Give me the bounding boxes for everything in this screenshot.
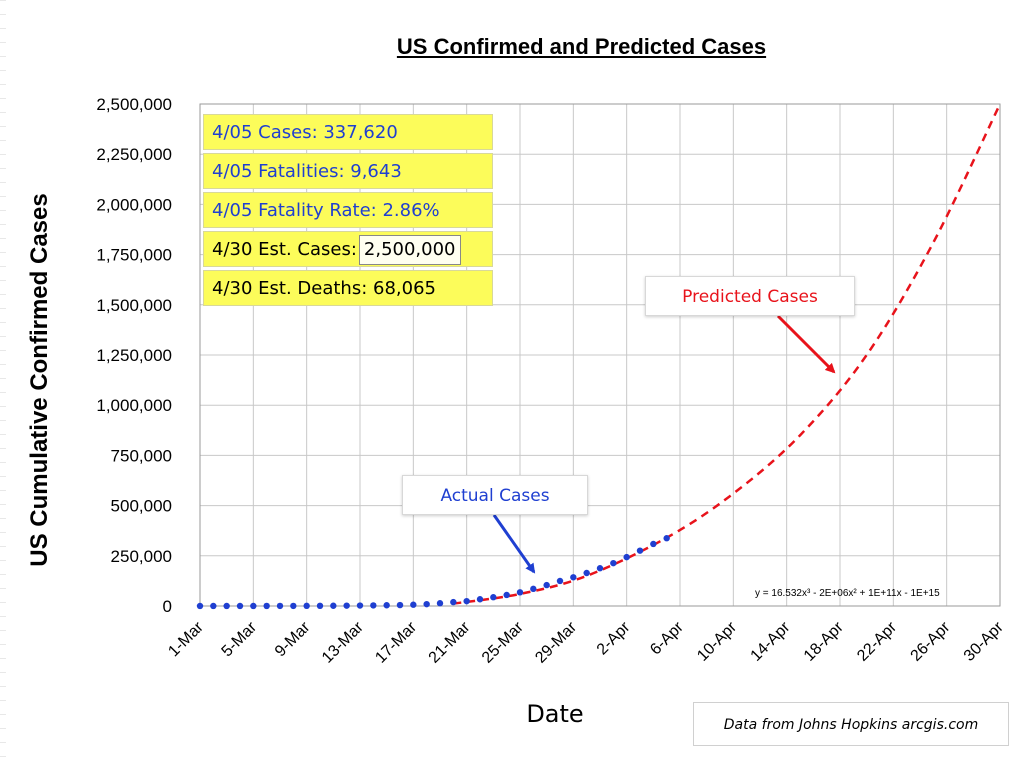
actual-case-point — [463, 597, 470, 605]
actual-case-point — [250, 602, 257, 610]
actual-case-point — [343, 602, 350, 609]
actual-case-point — [223, 602, 230, 610]
predicted-callout: Predicted Cases — [645, 276, 855, 316]
actual-case-point — [450, 598, 457, 606]
y-tick-label: 1,250,000 — [96, 346, 172, 365]
x-tick-label: 21-Mar — [426, 618, 474, 666]
actual-case-point — [370, 602, 377, 609]
predicted-cases-line — [453, 103, 1002, 605]
predicted-series-layer — [453, 103, 1002, 605]
actual-case-point — [303, 602, 310, 610]
left-edge-marks — [0, 0, 6, 758]
actual-case-point — [490, 594, 497, 601]
actual-case-point — [210, 602, 217, 610]
stat-fatalities: 4/05 Fatalities: 9,643 — [203, 153, 493, 189]
x-tick-label: 9-Mar — [272, 618, 314, 660]
actual-case-point — [650, 540, 657, 548]
actual-case-point — [570, 574, 577, 581]
actual-case-point — [236, 602, 244, 610]
y-tick-label: 2,000,000 — [96, 195, 172, 214]
x-tick-label: 5-Mar — [219, 618, 261, 660]
stat-fatality-rate: 4/05 Fatality Rate: 2.86% — [203, 192, 493, 228]
x-tick-label: 14-Apr — [748, 618, 794, 664]
y-tick-label: 1,000,000 — [96, 396, 172, 415]
actual-case-point — [410, 601, 417, 608]
actual-case-point — [516, 589, 524, 596]
chart-title: US Confirmed and Predicted Cases — [396, 34, 767, 59]
trendline-equation: y = 16.532x³ - 2E+06x² + 1E+11x - 1E+15 — [755, 588, 940, 599]
plot-border — [199, 103, 1001, 607]
actual-case-point — [476, 596, 484, 603]
actual-case-point — [276, 602, 284, 610]
actual-case-point — [423, 600, 430, 608]
actual-series-layer — [196, 535, 670, 610]
x-tick-label: 30-Apr — [961, 618, 1007, 664]
source-note: Data from Johns Hopkins arcgis.com — [693, 702, 1009, 746]
actual-case-point — [503, 591, 510, 599]
x-tick-label: 25-Mar — [479, 618, 527, 666]
stat-cases: 4/05 Cases: 337,620 — [203, 114, 493, 150]
actual-case-point — [356, 602, 364, 609]
x-tick-label: 13-Mar — [319, 618, 367, 666]
y-axis-label: US Cumulative Confirmed Cases — [26, 193, 53, 567]
actual-case-point — [543, 581, 550, 589]
actual-case-point — [530, 585, 537, 593]
x-tick-label: 2-Apr — [594, 618, 634, 658]
actual-case-point — [290, 602, 297, 610]
y-tick-label: 2,250,000 — [96, 145, 172, 164]
x-axis-label: Date — [526, 700, 584, 728]
y-tick-label: 1,750,000 — [96, 246, 172, 265]
actual-case-point — [383, 602, 390, 609]
predicted-arrow — [776, 314, 836, 374]
actual-case-point — [330, 602, 337, 609]
actual-case-point — [663, 535, 670, 542]
actual-case-point — [436, 600, 444, 607]
x-tick-label: 1-Mar — [165, 618, 207, 660]
stat-est-cases-label: 4/30 Est. Cases: — [212, 239, 357, 260]
actual-case-point — [623, 553, 630, 561]
x-tick-label: 26-Apr — [908, 618, 954, 664]
actual-case-point — [263, 602, 270, 610]
actual-case-point — [636, 547, 644, 554]
actual-callout: Actual Cases — [402, 475, 588, 515]
stat-est-cases-value: 2,500,000 — [358, 235, 461, 265]
x-tick-label: 17-Mar — [372, 618, 420, 666]
actual-case-point — [396, 601, 404, 609]
y-tick-label: 250,000 — [111, 547, 172, 566]
x-tick-label: 6-Apr — [647, 618, 687, 658]
actual-arrow — [492, 514, 536, 574]
stat-est-deaths: 4/30 Est. Deaths: 68,065 — [203, 270, 493, 306]
actual-case-point — [196, 602, 204, 610]
y-tick-label: 1,500,000 — [96, 296, 172, 315]
x-tick-label: 22-Apr — [854, 618, 900, 664]
arrow-layer — [492, 314, 836, 574]
actual-case-point — [596, 565, 604, 572]
y-tick-label: 0 — [163, 597, 172, 616]
actual-case-point — [556, 577, 564, 585]
actual-case-point — [316, 602, 324, 610]
y-tick-label: 500,000 — [111, 497, 172, 516]
actual-case-point — [583, 569, 590, 577]
y-tick-label: 750,000 — [111, 446, 172, 465]
y-tick-label: 2,500,000 — [96, 95, 172, 114]
stats-box: 4/05 Cases: 337,620 4/05 Fatalities: 9,6… — [203, 114, 493, 309]
x-tick-label: 10-Apr — [694, 618, 740, 664]
stat-est-cases: 4/30 Est. Cases: 2,500,000 — [203, 231, 493, 267]
x-tick-label: 18-Apr — [801, 618, 847, 664]
actual-case-point — [610, 559, 617, 567]
x-tick-label: 29-Mar — [532, 618, 580, 666]
